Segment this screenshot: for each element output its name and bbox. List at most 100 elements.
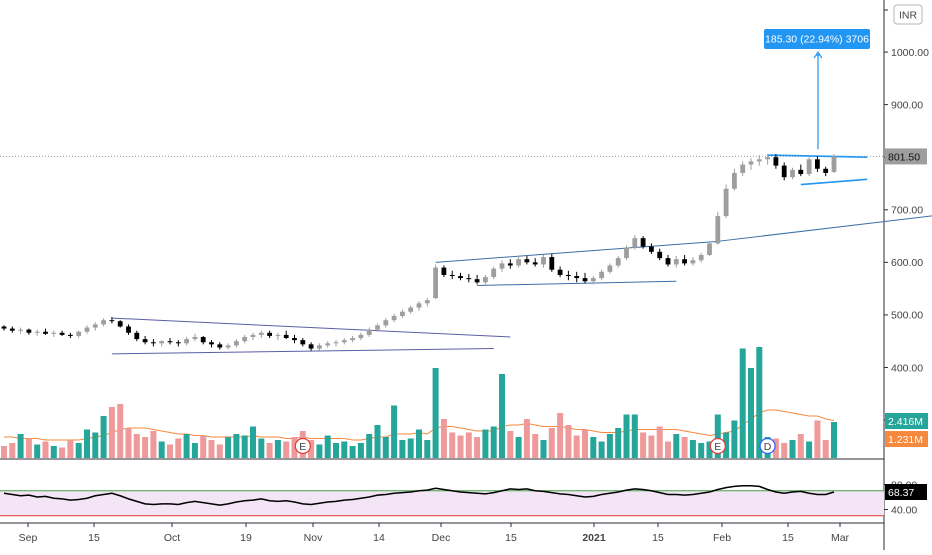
measure-label: 185.30 (22.94%) 3706 <box>765 34 869 46</box>
candle-body <box>673 259 679 265</box>
candle-body <box>682 259 687 264</box>
volume-bar <box>357 443 364 458</box>
volume-bar <box>208 440 215 458</box>
candle-body <box>665 258 671 265</box>
candle-body <box>200 336 206 343</box>
candle-body <box>773 157 779 166</box>
time-tick-label: 15 <box>88 532 100 544</box>
measure-layer[interactable]: 185.30 (22.94%) 3706 <box>764 29 870 150</box>
volume-bar <box>822 440 829 458</box>
trendline-flag-lower[interactable] <box>800 178 868 186</box>
dividend-marker[interactable] <box>759 437 776 455</box>
volume-value-label: 2.416M <box>888 416 923 428</box>
candle-body <box>582 278 588 282</box>
measure-label-box[interactable] <box>764 29 870 49</box>
candle-body <box>167 341 173 343</box>
volume-bar <box>640 432 647 458</box>
last-price-tag[interactable] <box>885 148 927 165</box>
candle-body <box>275 334 281 336</box>
volume-bar <box>250 426 256 458</box>
price-tick-label: 1000.00 <box>891 47 929 59</box>
volume-bar <box>42 441 49 458</box>
volume-bar <box>548 428 555 458</box>
candle-body <box>798 169 804 175</box>
volume-layer <box>1 347 837 458</box>
volume-bar <box>216 444 223 458</box>
candle-body <box>358 334 364 339</box>
trendlines-layer[interactable] <box>0 154 932 355</box>
candle-body <box>101 320 106 325</box>
currency-button[interactable]: INR <box>893 4 923 25</box>
volume-bar <box>366 434 373 458</box>
time-tick-label: Mar <box>831 532 850 544</box>
earnings-marker[interactable] <box>294 437 311 455</box>
time-tick-label: Nov <box>304 532 323 544</box>
trendline-flag-upper[interactable] <box>767 154 868 158</box>
candle-body <box>499 263 505 269</box>
candle-body <box>831 156 837 172</box>
candle-body <box>175 342 181 344</box>
candle-body <box>126 326 131 333</box>
candle-body <box>34 331 40 333</box>
trendline-channel-upper[interactable] <box>111 317 511 338</box>
rsi-line-layer <box>3 484 835 506</box>
candle-body <box>507 263 513 266</box>
price-tick-label: 900.00 <box>891 99 923 111</box>
price-axis-layer[interactable]: 1000.00900.00800.00700.00600.00500.00400… <box>884 9 929 516</box>
time-tick-label: 19 <box>240 532 252 544</box>
volume-bar <box>465 432 472 458</box>
candle-body <box>217 344 223 348</box>
price-tick-label: 500.00 <box>891 310 923 322</box>
volume-bar <box>781 443 788 458</box>
volume-bar <box>167 444 173 458</box>
candle-body <box>92 324 98 328</box>
volume-bar <box>142 437 149 458</box>
trendline-channel-lower[interactable] <box>477 280 677 286</box>
volume-bar <box>316 444 323 458</box>
volume-bar <box>507 431 514 458</box>
candle-body <box>723 188 729 217</box>
candle-body <box>748 161 754 165</box>
candle-body <box>483 277 488 283</box>
time-tick-label: 15 <box>782 532 794 544</box>
volume-bar <box>457 435 464 458</box>
candle-body <box>250 334 256 337</box>
volume-bar <box>490 426 497 458</box>
trendline-channel-upper[interactable] <box>435 240 718 263</box>
volume-value-tag[interactable] <box>885 413 928 429</box>
candle-body <box>350 338 355 341</box>
candle-body <box>234 341 239 346</box>
candle-body <box>781 165 787 178</box>
rsi-value-tag[interactable] <box>885 484 927 500</box>
volume-bar <box>540 440 547 458</box>
volume-bar <box>349 446 356 458</box>
candle-body <box>242 336 248 342</box>
candles-layer <box>1 154 837 351</box>
volume-ma-tag[interactable] <box>885 431 928 447</box>
volume-bar <box>283 441 290 458</box>
candle-body <box>1 326 7 329</box>
candle-body <box>756 159 762 162</box>
candle-body <box>366 329 372 335</box>
volume-bar <box>200 435 207 458</box>
time-tick-label: 15 <box>505 532 517 544</box>
trendline-support[interactable] <box>717 210 932 242</box>
time-axis-layer[interactable]: Sep 15 Oct 19 Nov 14 Dec 15 2021 15 Feb 15 Mar <box>19 523 850 544</box>
earnings-marker[interactable] <box>709 437 726 455</box>
candle-body <box>59 332 65 335</box>
trendline-channel-lower[interactable] <box>111 348 494 355</box>
volume-bar <box>341 441 348 458</box>
candle-body <box>657 251 663 259</box>
volume-bar <box>391 405 398 458</box>
candle-body <box>9 328 15 331</box>
volume-bar <box>797 434 804 458</box>
volume-bar <box>698 443 705 458</box>
candle-body <box>117 321 123 327</box>
volume-bar <box>158 441 165 458</box>
candle-body <box>400 311 405 316</box>
candle-body <box>300 340 306 345</box>
volume-bar <box>731 420 738 458</box>
candle-body <box>524 259 530 263</box>
